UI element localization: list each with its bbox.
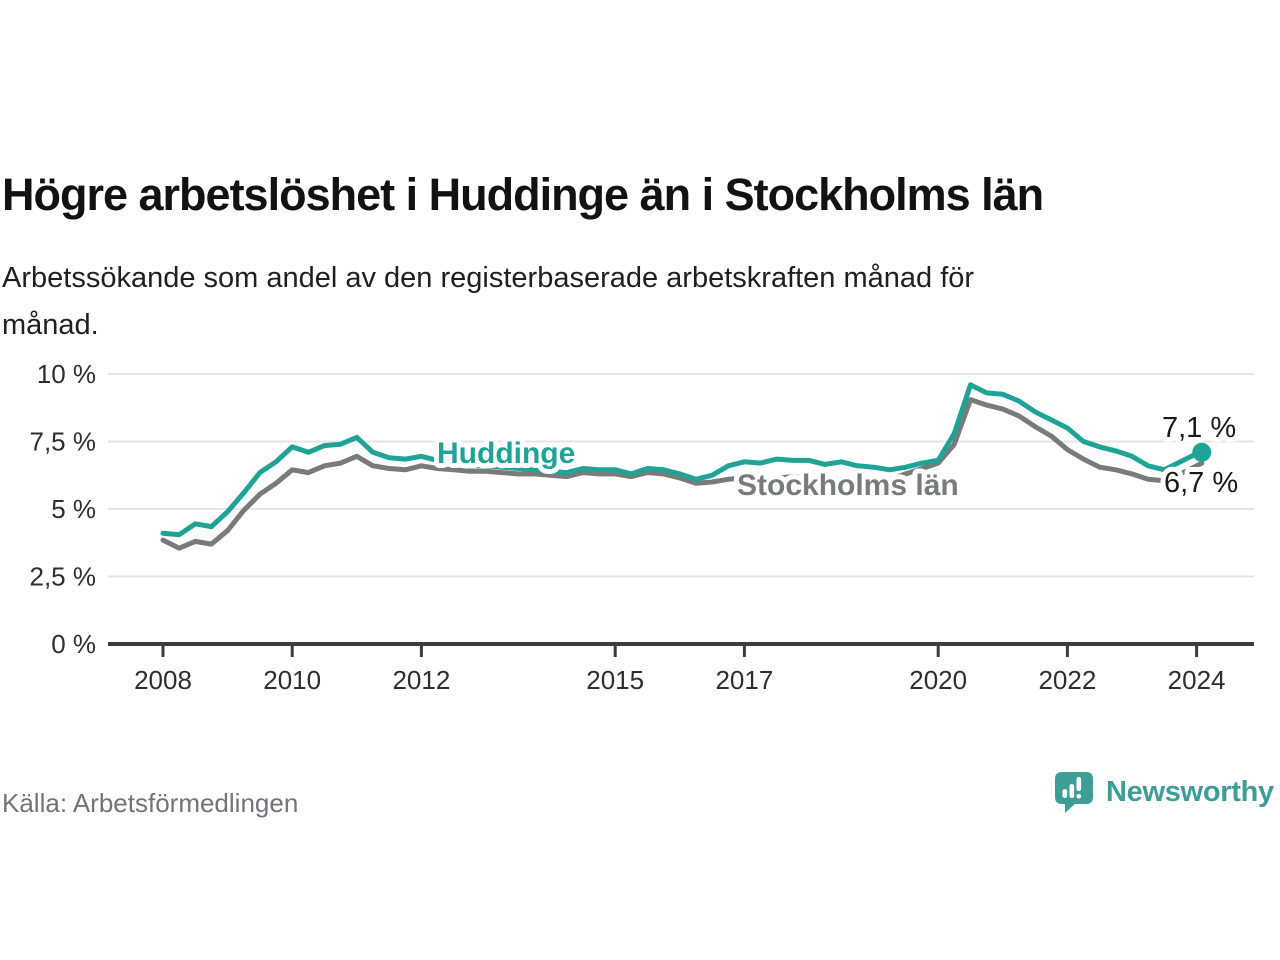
x-tick-label: 2022 <box>1038 665 1096 695</box>
stockholms-lan-end-value: 6,7 % <box>1164 467 1238 499</box>
y-tick-label: 0 % <box>51 629 96 659</box>
huddinge-end-value: 7,1 % <box>1162 412 1236 444</box>
y-tick-label: 2,5 % <box>30 562 97 592</box>
huddinge-line <box>160 382 1205 538</box>
stockholms-lan-line <box>160 397 1205 551</box>
x-tick-label: 2017 <box>715 665 773 695</box>
unemployment-line-chart: 2008 2010 2012 2015 2017 2020 2022 2024 0 % 2,5 %… <box>30 359 1254 695</box>
x-tick-label: 2024 <box>1168 665 1226 695</box>
stockholms-lan-label: Stockholms län <box>737 469 959 502</box>
chart-subtitle: Arbetssökande som andel av den registerb… <box>2 255 1222 349</box>
y-tick-label: 10 % <box>37 359 96 389</box>
y-tick-label: 7,5 % <box>30 427 97 457</box>
source-note: Källa: Arbetsförmedlingen <box>2 788 299 818</box>
newsworthy-logo-icon <box>1055 772 1093 813</box>
huddinge-label: Huddinge <box>437 437 575 470</box>
y-tick-label: 5 % <box>51 494 96 524</box>
chart-title: Högre arbetslöshet i Huddinge än i Stock… <box>2 169 1044 221</box>
x-tick-label: 2015 <box>586 665 644 695</box>
chart-subtitle-line-1: Arbetssökande som andel av den registerb… <box>2 262 975 294</box>
newsworthy-logo: Newsworthy <box>1054 771 1274 813</box>
newsworthy-logo-text: Newsworthy <box>1106 776 1274 808</box>
x-tick-label: 2012 <box>392 665 450 695</box>
huddinge-end-dot <box>1192 442 1212 462</box>
chart-subtitle-line-2: månad. <box>2 309 99 341</box>
x-tick-label: 2020 <box>909 665 967 695</box>
x-tick-label: 2010 <box>263 665 321 695</box>
x-tick-label: 2008 <box>134 665 192 695</box>
